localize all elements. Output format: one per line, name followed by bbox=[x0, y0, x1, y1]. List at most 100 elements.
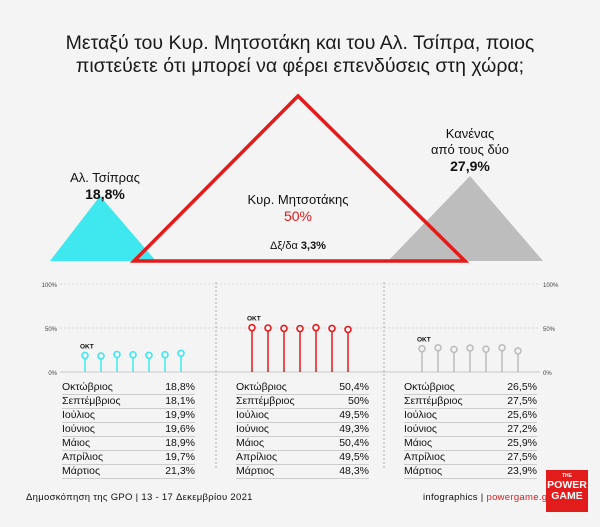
mitsotakis-triangle bbox=[129, 93, 470, 263]
month-value: 18,8% bbox=[165, 381, 195, 393]
month-label: Ιούλιος bbox=[62, 409, 95, 421]
month-value: 48,3% bbox=[339, 465, 369, 477]
chart-title: Μεταξύ του Κυρ. Μητσοτάκη και του Αλ. Τσ… bbox=[20, 32, 580, 78]
table-row: Απρίλιος 49,5% bbox=[236, 451, 369, 465]
dk-summary: Δξ/δα 3,3% bbox=[238, 238, 358, 254]
lollipop-dot bbox=[97, 352, 105, 360]
lollipop-dot bbox=[328, 324, 336, 333]
logo-line-1: THE bbox=[562, 473, 572, 479]
tsipras-table: Οκτώβριος 18,8% Σεπτέμβριος 18,1% Ιούλιος 19,… bbox=[62, 381, 195, 479]
month-value: 49,5% bbox=[339, 451, 369, 463]
mitsotakis-summary: Κυρ. Μητσοτάκης 50% bbox=[228, 192, 368, 224]
month-value: 50,4% bbox=[339, 437, 369, 449]
month-label: Μάιος bbox=[62, 437, 91, 449]
mitsotakis-table: Οκτώβριος 50,4% Σεπτέμβριος 50% Ιούλιος 49,5%… bbox=[236, 381, 369, 479]
table-row: Μάρτιος 23,9% bbox=[404, 465, 537, 479]
month-value: 23,9% bbox=[507, 465, 537, 477]
month-label: Μάρτιος bbox=[404, 465, 443, 477]
month-value: 19,7% bbox=[165, 451, 195, 463]
month-label: Οκτώβριος bbox=[236, 381, 287, 393]
lollipop-dot bbox=[450, 345, 458, 354]
table-row: Ιούνιος 19,6% bbox=[62, 423, 195, 437]
title-line-1: Μεταξύ του Κυρ. Μητσοτάκη και του Αλ. Τσ… bbox=[65, 32, 535, 54]
month-label: Ιούλιος bbox=[236, 409, 269, 421]
table-row: Οκτώβριος 50,4% bbox=[236, 381, 369, 395]
title-line-2: πιστεύετε ότι μπορεί να φέρει επενδύσεις… bbox=[75, 55, 525, 77]
neither-label-1: Κανένας bbox=[445, 126, 495, 141]
table-row: Οκτώβριος 18,8% bbox=[62, 381, 195, 395]
table-row: Οκτώβριος 26,5% bbox=[404, 381, 537, 395]
table-row: Μάιος 50,4% bbox=[236, 437, 369, 451]
month-value: 50,4% bbox=[339, 381, 369, 393]
logo-line-3: GAME bbox=[551, 490, 583, 502]
lollipop-dot bbox=[264, 324, 272, 332]
month-value: 18,1% bbox=[165, 395, 195, 407]
month-label: Ιούλιος bbox=[404, 409, 437, 421]
month-label: Μάιος bbox=[404, 437, 433, 449]
tsipras-label: Αλ. Τσίπρας bbox=[70, 170, 140, 185]
start-marker-label: ΟΚΤ bbox=[247, 316, 261, 323]
month-value: 27,5% bbox=[507, 451, 537, 463]
footer-credit: infographics | powergame.gr bbox=[423, 492, 551, 503]
dk-value: 3,3% bbox=[300, 240, 326, 252]
tsipras-value: 18,8% bbox=[85, 186, 125, 202]
lollipop-dot bbox=[129, 350, 137, 359]
y-tick-label: 100% bbox=[543, 283, 559, 289]
month-label: Απρίλιος bbox=[62, 451, 104, 463]
month-value: 21,3% bbox=[165, 465, 195, 477]
table-row: Μάιος 18,9% bbox=[62, 437, 195, 451]
lollipop-dot bbox=[418, 344, 426, 353]
month-label: Απρίλιος bbox=[404, 451, 446, 463]
y-tick-label: 100% bbox=[42, 283, 58, 289]
lollipop-dot bbox=[280, 324, 288, 333]
table-row: Μάρτιος 48,3% bbox=[236, 465, 369, 479]
month-value: 49,5% bbox=[339, 409, 369, 421]
neither-label-2: από τους δύο bbox=[430, 142, 510, 157]
month-label: Ιούνιος bbox=[236, 423, 269, 435]
lollipop-dot bbox=[498, 343, 506, 352]
logo-line-2: POWER bbox=[547, 479, 587, 491]
month-value: 50% bbox=[347, 395, 369, 407]
table-row: Μάρτιος 21,3% bbox=[62, 465, 195, 479]
y-tick-label: 50% bbox=[543, 327, 556, 333]
table-row: Σεπτέμβριος 27,5% bbox=[404, 395, 537, 409]
neither-triangle bbox=[388, 176, 543, 261]
month-value: 27,2% bbox=[507, 423, 537, 435]
tsipras-summary: Αλ. Τσίπρας 18,8% bbox=[50, 170, 160, 203]
month-value: 25,6% bbox=[507, 409, 537, 421]
lollipop-dot bbox=[145, 351, 153, 360]
start-marker-label: ΟΚΤ bbox=[417, 337, 431, 344]
table-row: Σεπτέμβριος 50% bbox=[236, 395, 369, 409]
month-label: Μάρτιος bbox=[236, 465, 275, 477]
table-row: Ιούλιος 49,5% bbox=[236, 409, 369, 423]
lollipop-dot bbox=[113, 350, 121, 359]
neither-table: Οκτώβριος 26,5% Σεπτέμβριος 27,5% Ιούλιος 25,… bbox=[404, 381, 537, 479]
power-game-logo: THE POWER GAME bbox=[546, 470, 588, 512]
footer-credit-site[interactable]: powergame.gr bbox=[486, 492, 551, 503]
tsipras-triangle bbox=[50, 196, 156, 261]
table-row: Ιούνιος 27,2% bbox=[404, 423, 537, 437]
month-label: Ιούνιος bbox=[404, 423, 437, 435]
mitsotakis-label: Κυρ. Μητσοτάκης bbox=[247, 192, 349, 207]
table-row: Ιούλιος 19,9% bbox=[62, 409, 195, 423]
y-tick-label: 0% bbox=[543, 371, 552, 377]
table-row: Απρίλιος 19,7% bbox=[62, 451, 195, 465]
lollipop-dot bbox=[161, 350, 169, 359]
month-value: 19,9% bbox=[165, 409, 195, 421]
month-label: Σεπτέμβριος bbox=[404, 395, 463, 407]
lollipop-dot bbox=[344, 325, 352, 334]
lollipop-dot bbox=[482, 345, 490, 354]
lollipop-dot bbox=[177, 349, 185, 358]
mitsotakis-value: 50% bbox=[283, 208, 313, 224]
month-label: Οκτώβριος bbox=[62, 381, 113, 393]
footer-credit-plain: infographics | bbox=[423, 492, 487, 503]
neither-summary: Κανένας από τους δύο 27,9% bbox=[410, 126, 530, 175]
month-label: Μάιος bbox=[236, 437, 265, 449]
lollipop-dot bbox=[514, 347, 522, 355]
lollipop-dot bbox=[248, 323, 256, 332]
month-label: Σεπτέμβριος bbox=[62, 395, 121, 407]
dk-label: Δξ/δα bbox=[270, 240, 298, 252]
lollipop-dot bbox=[81, 351, 89, 360]
